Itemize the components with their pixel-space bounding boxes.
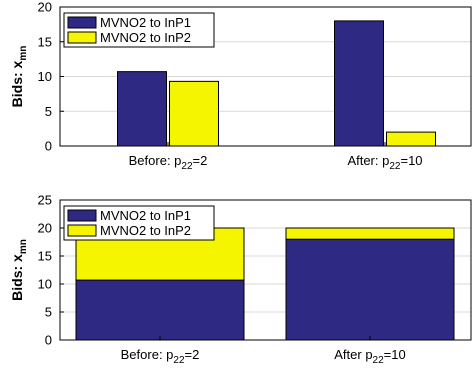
y-tick-label: 0 xyxy=(45,333,52,348)
x-tick-text-after: =2 xyxy=(193,153,208,168)
y-axis-label: Bids: xmn xyxy=(9,46,29,108)
x-tick-label: After: p22=10 xyxy=(347,153,422,172)
y-axis-label: Bids: xmn xyxy=(9,239,29,301)
x-tick-text: Before: p xyxy=(121,347,174,362)
x-tick-subscript: 22 xyxy=(173,355,185,366)
legend-swatch xyxy=(67,224,97,237)
y-tick-label: 10 xyxy=(38,69,52,84)
legend-swatch xyxy=(67,209,97,222)
x-tick-text-after: =10 xyxy=(384,347,406,362)
bar-1 xyxy=(117,71,167,147)
y-tick-label: 10 xyxy=(38,277,52,292)
bar-1 xyxy=(285,238,455,341)
y-tick-label: 15 xyxy=(38,249,52,264)
y-tick-label: 25 xyxy=(38,193,52,208)
legend-label: MVNO2 to InP1 xyxy=(100,15,191,30)
y-tick-label: 0 xyxy=(45,139,52,154)
bar-2 xyxy=(169,80,219,147)
y-axis-label-subscript: mn xyxy=(18,46,29,61)
x-tick-subscript: 22 xyxy=(181,161,193,172)
bar-2 xyxy=(285,227,455,240)
y-tick-label: 15 xyxy=(38,34,52,49)
x-tick-subscript: 22 xyxy=(373,355,385,366)
x-tick-text: After: p xyxy=(347,153,389,168)
legend-label: MVNO2 to InP2 xyxy=(100,223,191,238)
bar-1 xyxy=(75,279,245,341)
y-axis-label-text: Bids: x xyxy=(9,254,25,301)
x-tick-label: After p22=10 xyxy=(334,347,405,366)
y-tick-label: 5 xyxy=(45,305,52,320)
y-axis-label-subscript: mn xyxy=(18,239,29,254)
x-tick-text: Before: p xyxy=(129,153,182,168)
x-tick-label: Before: p22=2 xyxy=(129,153,208,172)
legend-label: MVNO2 to InP1 xyxy=(100,208,191,223)
bar-2 xyxy=(386,131,436,147)
legend-swatch xyxy=(67,31,97,44)
legend-label: MVNO2 to InP2 xyxy=(100,30,191,45)
y-axis-label-text: Bids: x xyxy=(9,60,25,107)
x-tick-label: Before: p22=2 xyxy=(121,347,200,366)
axes-box xyxy=(59,6,472,147)
y-tick-label: 5 xyxy=(45,104,52,119)
x-tick-text-after: =10 xyxy=(400,153,422,168)
y-tick-label: 20 xyxy=(38,221,52,236)
x-tick-text-after: =2 xyxy=(185,347,200,362)
x-tick-text: After p xyxy=(334,347,372,362)
x-tick-subscript: 22 xyxy=(389,161,401,172)
y-tick-label: 20 xyxy=(38,0,52,15)
axes-box xyxy=(59,199,472,341)
bar-1 xyxy=(334,20,384,147)
legend-swatch xyxy=(67,16,97,29)
